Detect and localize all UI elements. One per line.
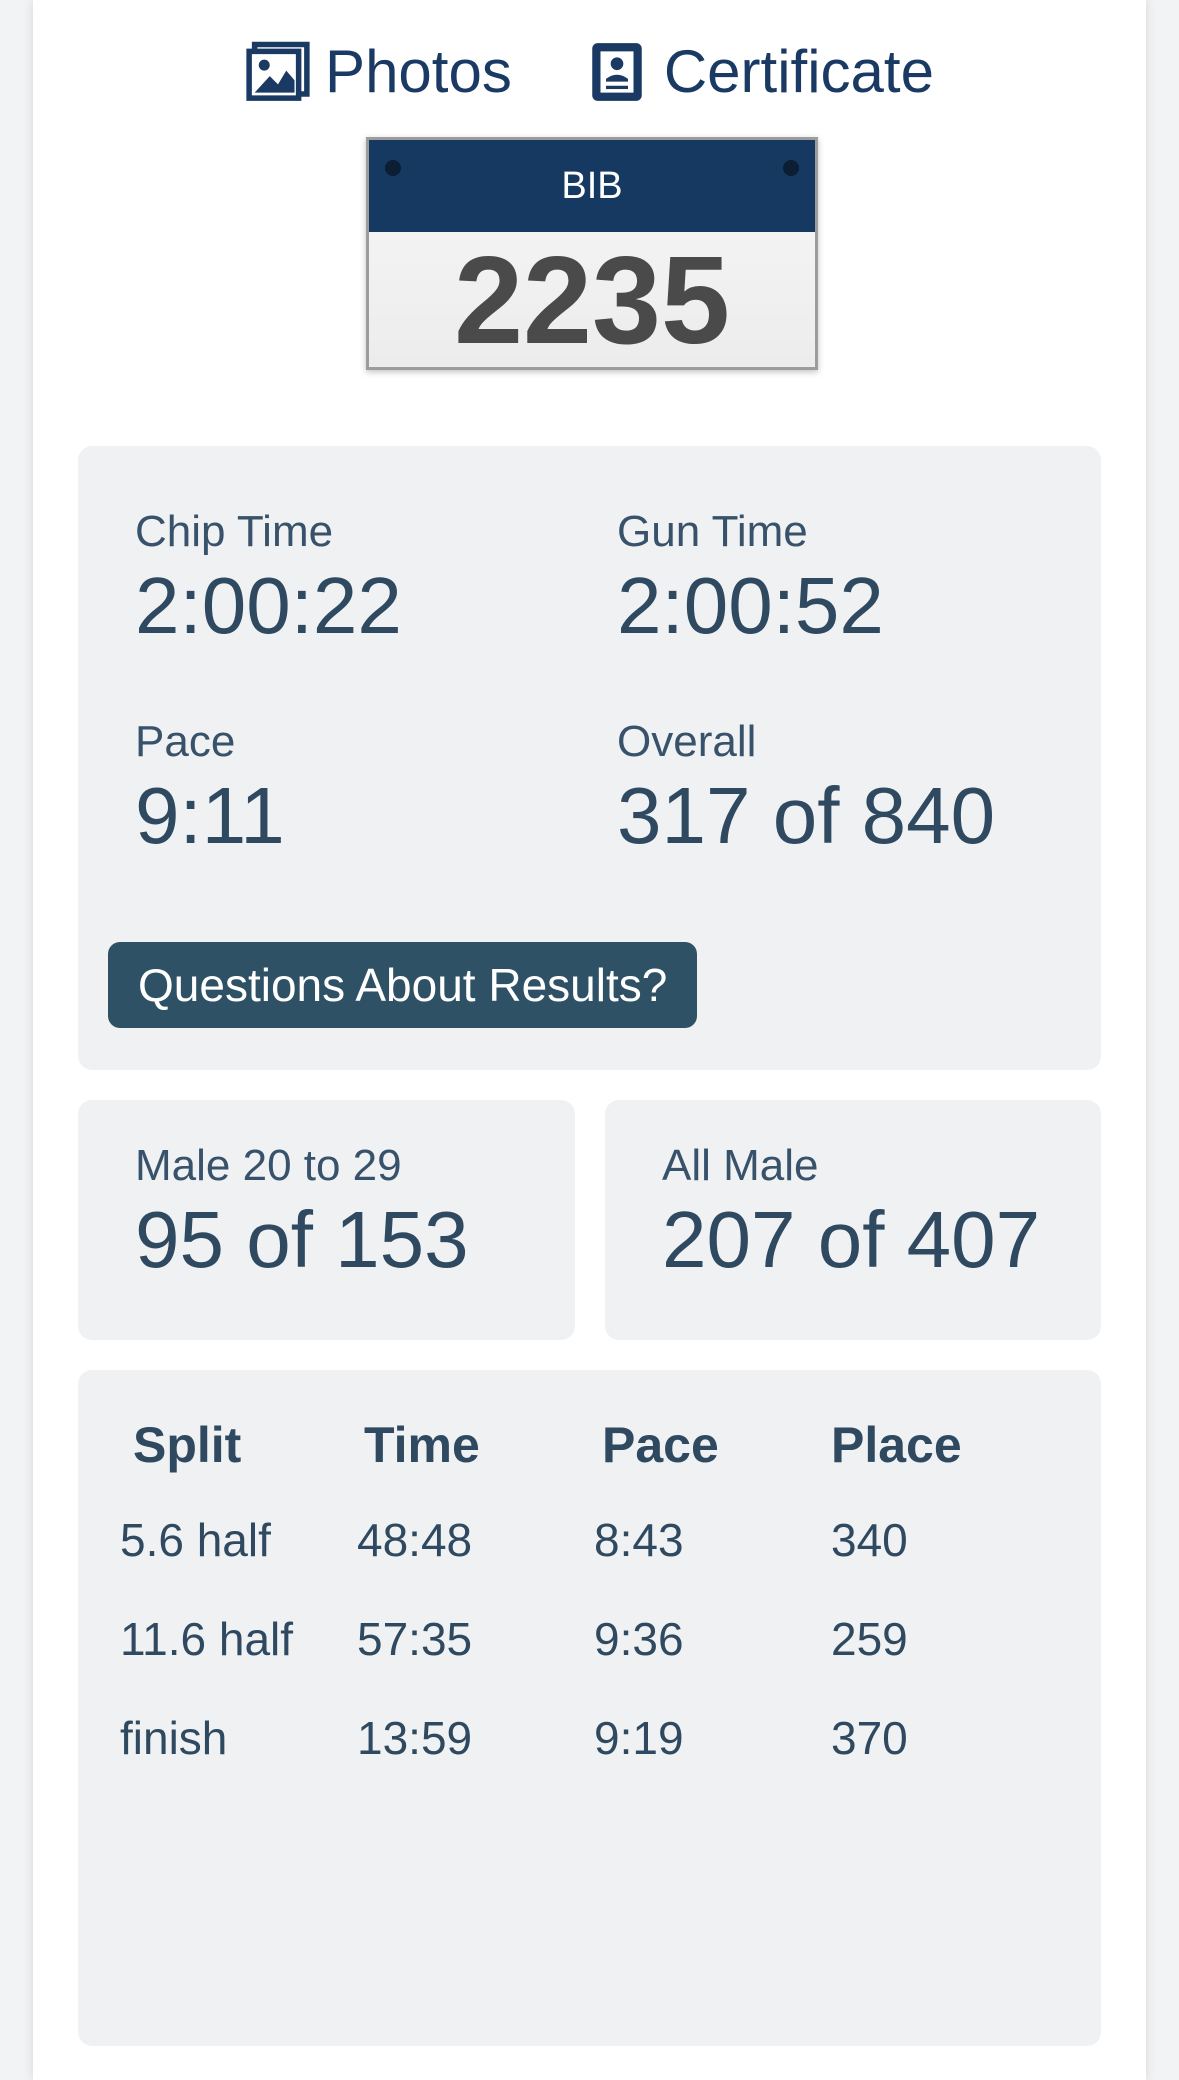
split-column-header: Split [133, 1417, 242, 1473]
time-column-header: Time [364, 1417, 480, 1473]
overall-label: Overall [617, 717, 757, 766]
gender-value: 207 of 407 [662, 1195, 1041, 1284]
gender-place-panel: All Male 207 of 407 [605, 1100, 1101, 1340]
certificate-link-label: Certificate [663, 38, 934, 105]
pace-stat: Pace 9:11 [135, 716, 285, 864]
split-pace: 9:19 [594, 1711, 684, 1764]
bib-hole-right [783, 160, 799, 176]
results-page: Photos Certificate BIB 2235 Chip Time 2:… [33, 0, 1146, 2080]
questions-about-results-button[interactable]: Questions About Results? [108, 942, 698, 1028]
split-name: 11.6 half [120, 1612, 294, 1665]
division-label: Male 20 to 29 [135, 1141, 402, 1190]
gender-label: All Male [662, 1141, 819, 1190]
bib-card: BIB 2235 [366, 137, 818, 370]
chip-time-label: Chip Time [135, 507, 334, 556]
certificate-icon [592, 43, 642, 101]
split-time: 13:59 [357, 1711, 473, 1764]
split-place: 340 [831, 1513, 908, 1566]
pace-column-header: Pace [602, 1417, 719, 1473]
splits-header-row: Split Time Pace Place [78, 1400, 1101, 1490]
pace-value: 9:11 [135, 771, 285, 860]
gun-time-value: 2:00:52 [617, 561, 884, 650]
overall-value: 317 of 840 [617, 771, 996, 860]
chip-time-value: 2:00:22 [135, 561, 402, 650]
bib-header: BIB [369, 140, 815, 232]
certificate-link[interactable]: Certificate [584, 30, 934, 114]
split-pace: 8:43 [594, 1513, 684, 1566]
split-row: 5.6 half 48:48 8:43 340 [78, 1490, 1101, 1589]
time-summary-panel: Chip Time 2:00:22 Gun Time 2:00:52 Pace … [78, 446, 1101, 1070]
bib-header-label: BIB [561, 164, 623, 207]
gender-stat: All Male 207 of 407 [662, 1140, 1040, 1288]
split-row: 11.6 half 57:35 9:36 259 [78, 1589, 1101, 1688]
split-name: 5.6 half [120, 1513, 271, 1566]
splits-panel: Split Time Pace Place 5.6 half 48:48 8:4… [78, 1370, 1101, 2046]
splits-table: Split Time Pace Place 5.6 half 48:48 8:4… [78, 1400, 1101, 1787]
split-time: 57:35 [357, 1612, 473, 1665]
bib-number: 2235 [454, 232, 730, 370]
place-column-header: Place [831, 1417, 962, 1473]
photos-link[interactable]: Photos [245, 30, 512, 114]
split-place: 259 [831, 1612, 908, 1665]
bib-hole-left [385, 160, 401, 176]
division-stat: Male 20 to 29 95 of 153 [135, 1140, 469, 1288]
overall-stat: Overall 317 of 840 [617, 716, 995, 864]
split-row: finish 13:59 9:19 370 [78, 1688, 1101, 1787]
image-icon [246, 41, 310, 101]
split-pace: 9:36 [594, 1612, 684, 1665]
pace-label: Pace [135, 717, 236, 766]
split-name: finish [120, 1711, 228, 1764]
gun-time-stat: Gun Time 2:00:52 [617, 506, 884, 654]
photos-link-label: Photos [325, 38, 512, 105]
chip-time-stat: Chip Time 2:00:22 [135, 506, 402, 654]
split-place: 370 [831, 1711, 908, 1764]
division-value: 95 of 153 [135, 1195, 469, 1284]
top-links: Photos Certificate [33, 30, 1146, 114]
split-time: 48:48 [357, 1513, 473, 1566]
division-place-panel: Male 20 to 29 95 of 153 [78, 1100, 575, 1340]
gun-time-label: Gun Time [617, 507, 808, 556]
